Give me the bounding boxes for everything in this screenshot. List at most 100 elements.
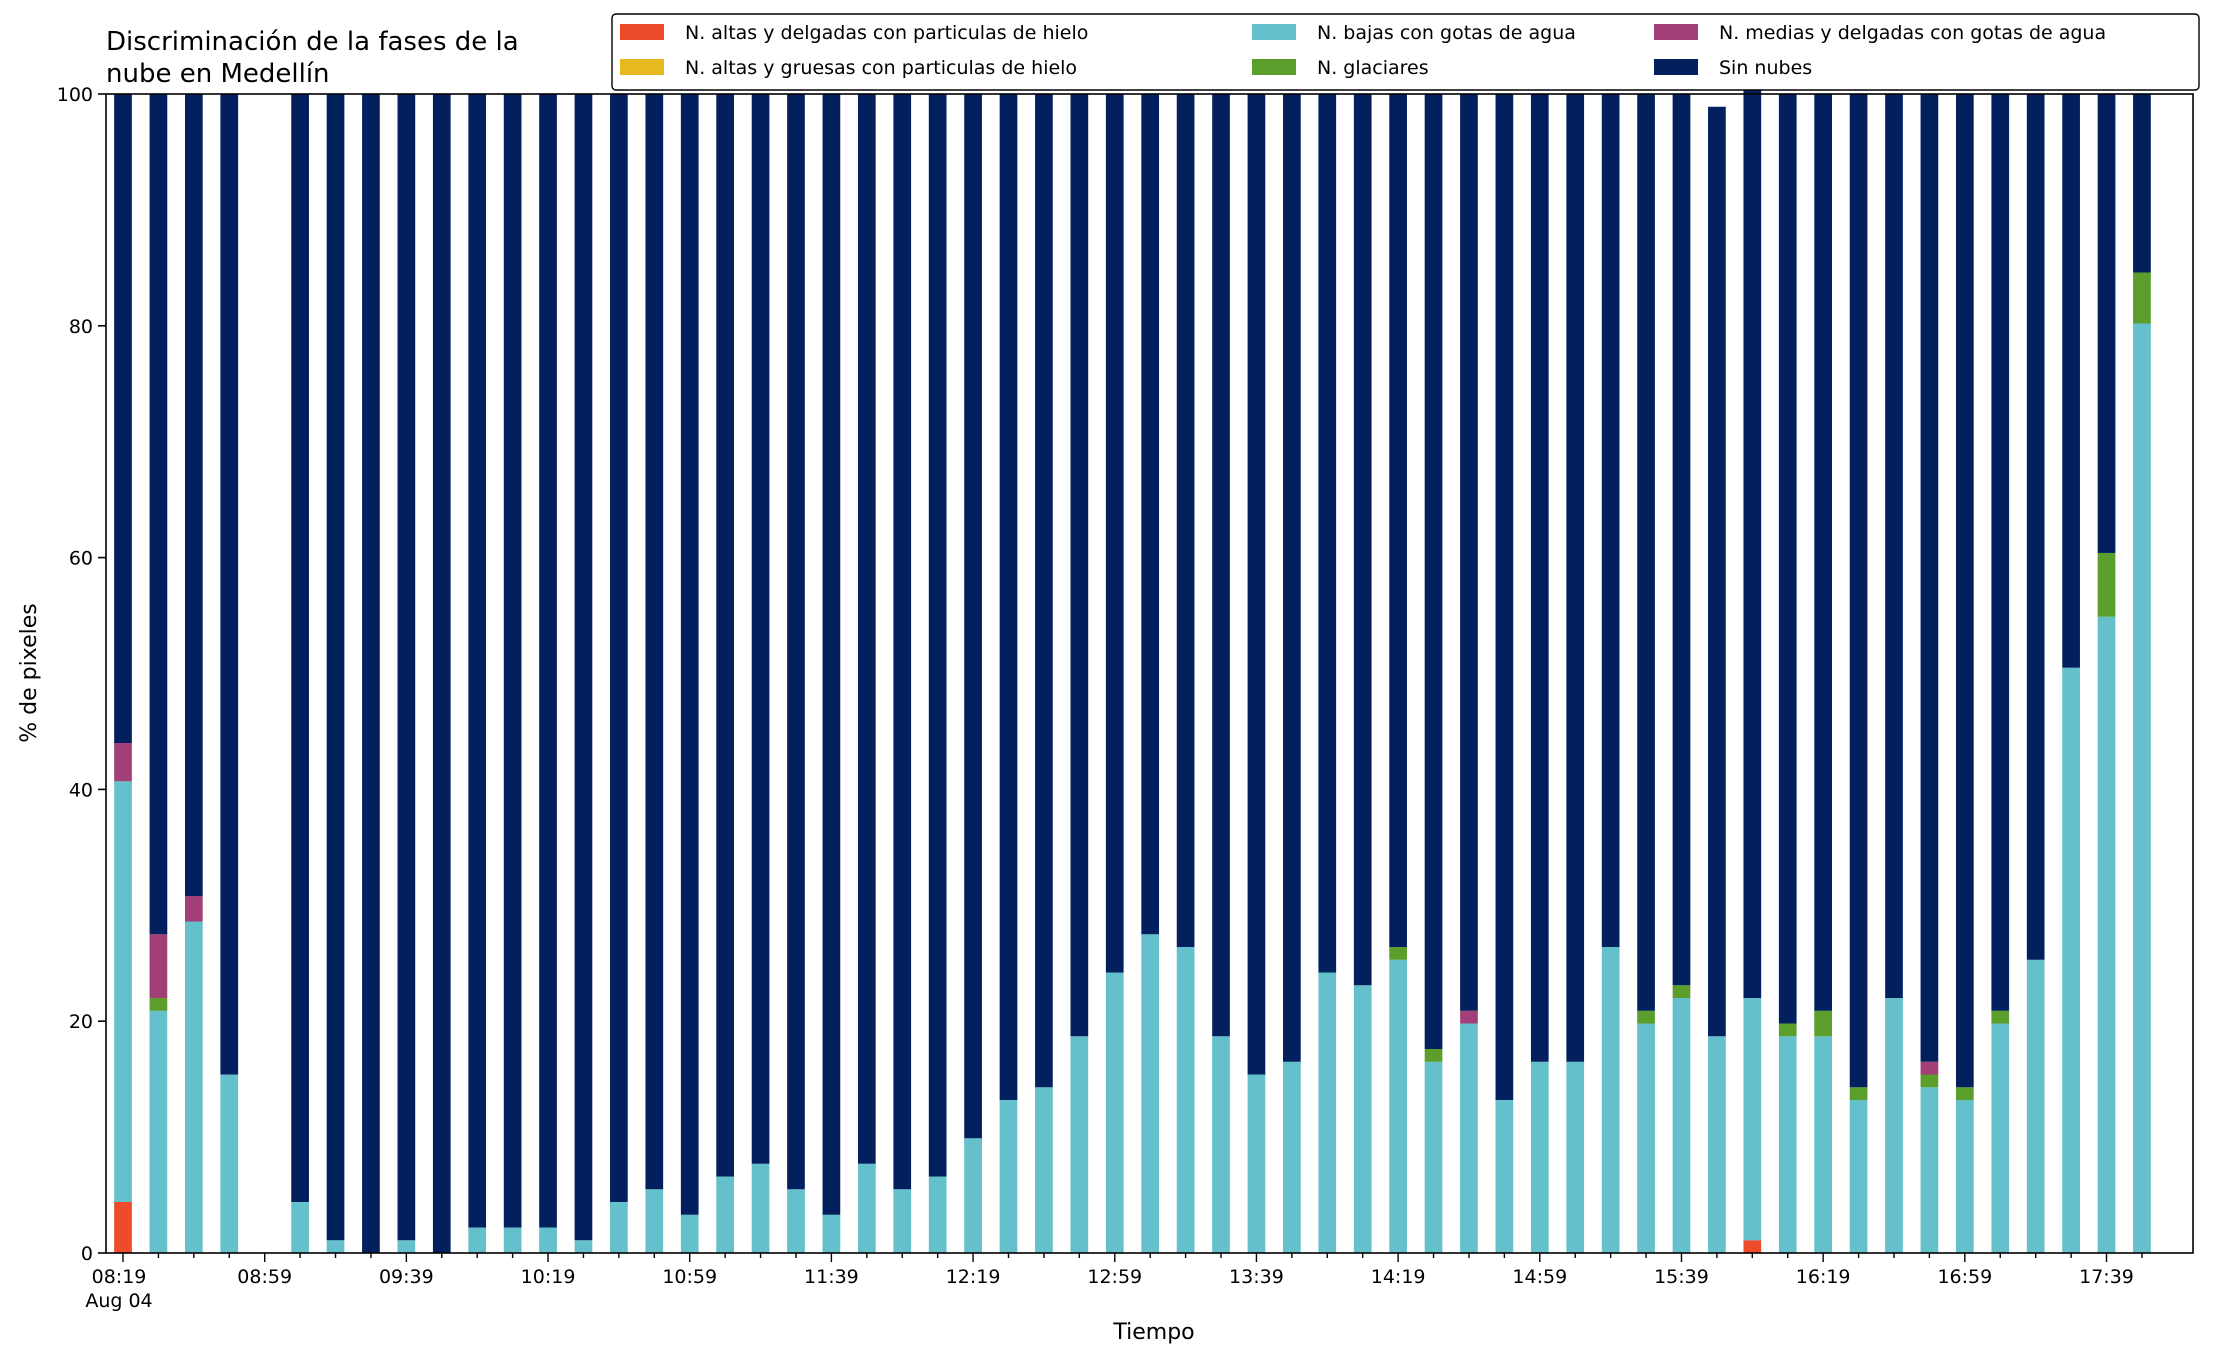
bar-segment-5 bbox=[680, 94, 699, 1215]
bar-segment-5 bbox=[1105, 94, 1124, 973]
y-tick-label: 60 bbox=[69, 548, 93, 570]
bar-segment-5 bbox=[1991, 94, 2010, 1011]
y-tick-label: 0 bbox=[81, 1243, 93, 1265]
bar-segment-2 bbox=[1283, 1061, 1301, 1253]
bar-segment-5 bbox=[2133, 94, 2151, 273]
x-axis: 08:19 Aug 04 08:59 09:39 10:19 10:59 11:39 12:1… bbox=[85, 1253, 2143, 1312]
bar-segment-2 bbox=[1637, 1023, 1655, 1253]
bar-segment-2 bbox=[1318, 972, 1337, 1253]
bar-segment-2 bbox=[1495, 1100, 1514, 1253]
legend-label: N. medias y delgadas con gotas de agua bbox=[1719, 22, 2106, 44]
bar-segment-2 bbox=[1814, 1036, 1833, 1253]
x-tick-label: 12:59 bbox=[1087, 1266, 1142, 1288]
bar-segment-5 bbox=[1601, 94, 1620, 948]
bar-segment-2 bbox=[1176, 947, 1195, 1253]
bar-segment-2 bbox=[1991, 1023, 2010, 1253]
bar-segment-5 bbox=[1778, 94, 1797, 1024]
x-tick-label: 12:19 bbox=[946, 1266, 1001, 1288]
bar-segment-2 bbox=[1885, 998, 1903, 1253]
bar-segment-2 bbox=[291, 1202, 309, 1253]
chart-title-line: nube en Medellín bbox=[106, 59, 330, 89]
x-tick-label: 09:39 bbox=[379, 1266, 434, 1288]
bar-segment-5 bbox=[1708, 106, 1726, 1037]
bar-segment-2 bbox=[1849, 1100, 1868, 1253]
bar-segment-2 bbox=[857, 1163, 876, 1253]
bar-segment-2 bbox=[149, 1010, 168, 1253]
bar-segment-5 bbox=[574, 94, 593, 1241]
legend-label: N. altas y gruesas con particulas de hie… bbox=[685, 57, 1077, 79]
bar-segment-5 bbox=[1141, 94, 1160, 935]
bar-segment-2 bbox=[610, 1202, 628, 1253]
legend-swatch bbox=[620, 59, 664, 75]
bar-segment-2 bbox=[999, 1100, 1018, 1253]
bar-segment-2 bbox=[680, 1214, 699, 1253]
bar-segment-5 bbox=[857, 94, 876, 1164]
x-tick-label: 08:59 bbox=[237, 1266, 292, 1288]
bar-segment-2 bbox=[964, 1138, 982, 1253]
bar-segment-5 bbox=[397, 94, 416, 1241]
bar-segment-2 bbox=[1955, 1100, 1974, 1253]
legend-swatch bbox=[620, 24, 664, 40]
bar-segment-2 bbox=[645, 1189, 664, 1253]
bar-segment-2 bbox=[2097, 616, 2116, 1253]
bar-segment-3 bbox=[1778, 1023, 1797, 1037]
legend-swatch bbox=[1654, 24, 1698, 40]
bar-segment-2 bbox=[1141, 934, 1160, 1253]
bar-segment-5 bbox=[326, 94, 345, 1241]
bar-segment-4 bbox=[1920, 1061, 1939, 1075]
bar-segment-2 bbox=[1212, 1036, 1230, 1253]
bar-segment-5 bbox=[1530, 94, 1549, 1062]
bar-segment-2 bbox=[928, 1176, 947, 1253]
bar-segment-5 bbox=[822, 94, 841, 1215]
bar-segment-5 bbox=[1353, 94, 1372, 986]
bar-segment-2 bbox=[503, 1227, 522, 1253]
bar-segment-5 bbox=[1035, 94, 1053, 1088]
bar-segment-5 bbox=[1566, 94, 1585, 1062]
bar-segment-0 bbox=[1743, 1240, 1762, 1253]
bar-segment-2 bbox=[539, 1227, 557, 1253]
x-tick-label: 10:19 bbox=[521, 1266, 576, 1288]
bar-segment-3 bbox=[1920, 1074, 1939, 1088]
x-tick-label-line: 08:19 bbox=[92, 1266, 147, 1288]
bar-segment-3 bbox=[1637, 1010, 1655, 1024]
bar-segment-2 bbox=[2026, 959, 2045, 1253]
legend-label: N. bajas con gotas de agua bbox=[1317, 22, 1576, 44]
bar-segment-3 bbox=[1814, 1010, 1833, 1037]
y-tick-label: 20 bbox=[69, 1011, 93, 1033]
bar-segment-2 bbox=[1247, 1074, 1266, 1253]
x-tick-label: 16:19 bbox=[1796, 1266, 1851, 1288]
y-axis-label: % de pixeles bbox=[17, 603, 42, 742]
legend: N. altas y delgadas con particulas de hi… bbox=[611, 13, 2200, 91]
bar-segment-2 bbox=[326, 1240, 345, 1253]
bar-segment-5 bbox=[1424, 94, 1443, 1050]
bar-segment-2 bbox=[2062, 667, 2080, 1253]
bar-segment-5 bbox=[999, 94, 1018, 1101]
bar-segment-3 bbox=[1424, 1049, 1443, 1062]
bar-segment-3 bbox=[149, 998, 168, 1011]
bar-segment-5 bbox=[1849, 94, 1868, 1088]
bar-segment-2 bbox=[822, 1214, 841, 1253]
legend-swatch bbox=[1252, 24, 1296, 40]
legend-label: N. glaciares bbox=[1317, 57, 1429, 79]
x-tick-label: 14:19 bbox=[1371, 1266, 1426, 1288]
bar-segment-3 bbox=[2097, 552, 2116, 617]
bar-segment-5 bbox=[1389, 94, 1407, 948]
bar-segment-5 bbox=[539, 94, 557, 1228]
bar-segment-5 bbox=[1885, 94, 1903, 999]
bar-segment-5 bbox=[610, 94, 628, 1202]
legend-box bbox=[611, 13, 2200, 91]
bar-segment-5 bbox=[1637, 94, 1655, 1011]
bar-segment-2 bbox=[574, 1240, 593, 1253]
x-tick-label: 14:59 bbox=[1512, 1266, 1567, 1288]
bar-segment-2 bbox=[2133, 323, 2151, 1254]
bar-segment-5 bbox=[291, 94, 309, 1202]
bar-segment-5 bbox=[1495, 94, 1514, 1101]
chart-title-line: Discriminación de la fases de la bbox=[106, 27, 519, 57]
bar-segment-3 bbox=[1849, 1087, 1868, 1101]
bar-segment-2 bbox=[114, 781, 132, 1203]
bars-group bbox=[114, 81, 2151, 1254]
bar-segment-5 bbox=[1283, 94, 1301, 1062]
bar-segment-5 bbox=[1176, 94, 1195, 948]
x-axis-label: Tiempo bbox=[1112, 1320, 1194, 1345]
